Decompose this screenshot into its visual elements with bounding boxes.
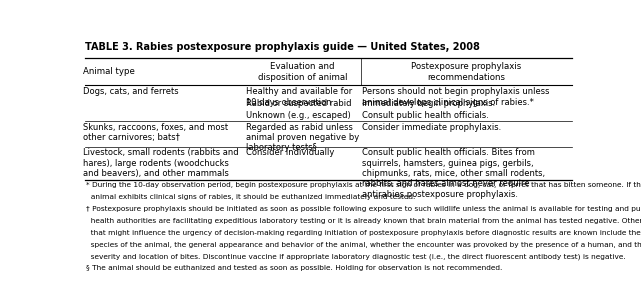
Text: † Postexposure prophylaxis should be initiated as soon as possible following exp: † Postexposure prophylaxis should be ini… xyxy=(86,206,641,212)
Text: Dogs, cats, and ferrets: Dogs, cats, and ferrets xyxy=(83,87,179,96)
Text: Immediately begin prophylaxis.: Immediately begin prophylaxis. xyxy=(362,99,495,108)
Text: Consider immediate prophylaxis.: Consider immediate prophylaxis. xyxy=(362,123,501,132)
Text: Consider individually: Consider individually xyxy=(246,148,334,157)
Text: severity and location of bites. Discontinue vaccine if appropriate laboratory di: severity and location of bites. Disconti… xyxy=(86,254,626,260)
Text: Evaluation and
disposition of animal: Evaluation and disposition of animal xyxy=(258,62,347,81)
Text: Regarded as rabid unless
animal proven negative by
laboratory tests§: Regarded as rabid unless animal proven n… xyxy=(246,123,359,152)
Text: Animal type: Animal type xyxy=(83,68,135,77)
Text: health authorities are facilitating expeditious laboratory testing or it is alre: health authorities are facilitating expe… xyxy=(86,218,641,224)
Text: Unknown (e.g., escaped): Unknown (e.g., escaped) xyxy=(246,111,350,120)
Text: Rabid or suspected rabid: Rabid or suspected rabid xyxy=(246,99,351,108)
Text: Consult public health officials.: Consult public health officials. xyxy=(362,111,489,120)
Text: Healthy and available for
10 days observation: Healthy and available for 10 days observ… xyxy=(246,87,352,107)
Text: species of the animal, the general appearance and behavior of the animal, whethe: species of the animal, the general appea… xyxy=(86,242,641,248)
Text: Livestock, small rodents (rabbits and
hares), large rodents (woodchucks
and beav: Livestock, small rodents (rabbits and ha… xyxy=(83,148,238,178)
Text: Postexposure prophylaxis
recommendations: Postexposure prophylaxis recommendations xyxy=(412,62,522,81)
Text: § The animal should be euthanized and tested as soon as possible. Holding for ob: § The animal should be euthanized and te… xyxy=(86,265,503,272)
Text: animal exhibits clinical signs of rabies, it should be euthanized immediately an: animal exhibits clinical signs of rabies… xyxy=(86,194,415,200)
Text: TABLE 3. Rabies postexposure prophylaxis guide — United States, 2008: TABLE 3. Rabies postexposure prophylaxis… xyxy=(85,42,480,52)
Text: Consult public health officials. Bites from
squirrels, hamsters, guinea pigs, ge: Consult public health officials. Bites f… xyxy=(362,148,545,199)
Text: that might influence the urgency of decision-making regarding initiation of post: that might influence the urgency of deci… xyxy=(86,230,641,236)
Text: Persons should not begin prophylaxis unless
animal develops clinical signs of ra: Persons should not begin prophylaxis unl… xyxy=(362,87,550,107)
Text: Skunks, raccoons, foxes, and most
other carnivores; bats†: Skunks, raccoons, foxes, and most other … xyxy=(83,123,228,142)
Text: * During the 10-day observation period, begin postexposure prophylaxis at the fi: * During the 10-day observation period, … xyxy=(86,182,641,188)
